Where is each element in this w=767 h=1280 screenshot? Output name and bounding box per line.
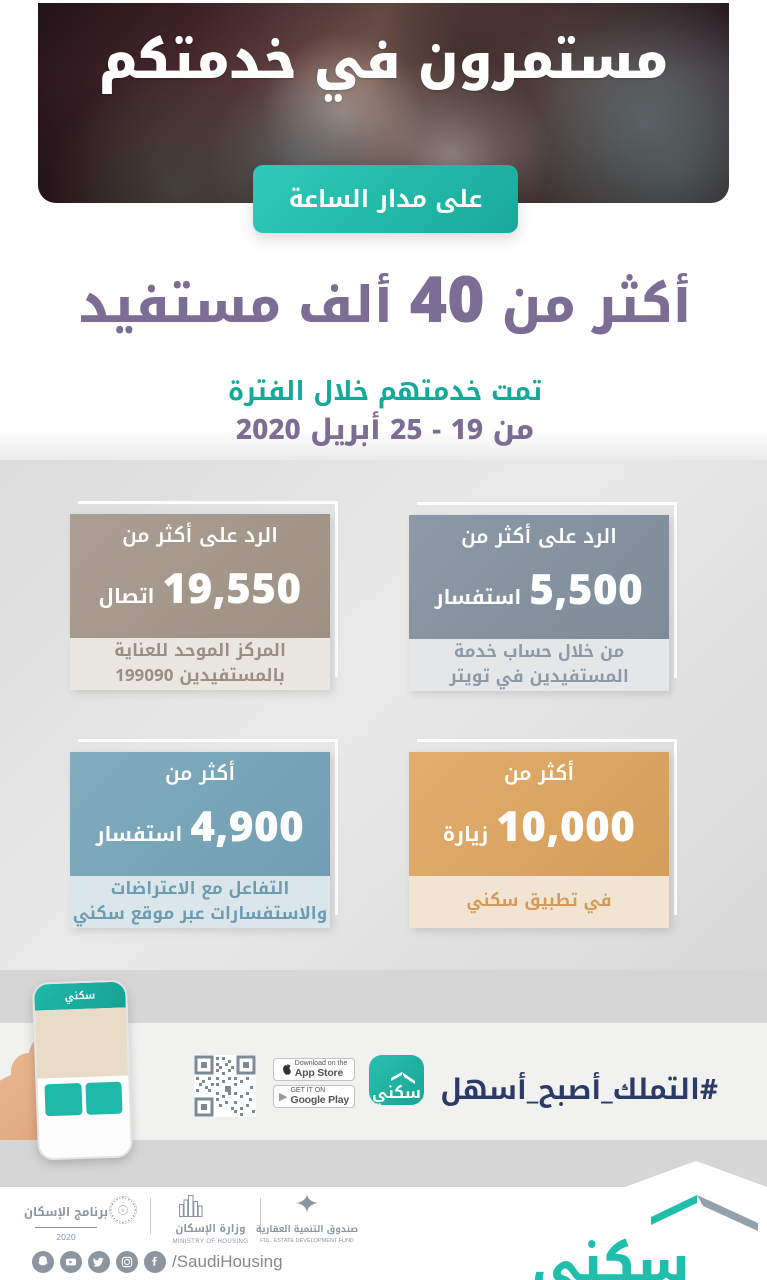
- svg-text:♕: ♕: [121, 1206, 126, 1216]
